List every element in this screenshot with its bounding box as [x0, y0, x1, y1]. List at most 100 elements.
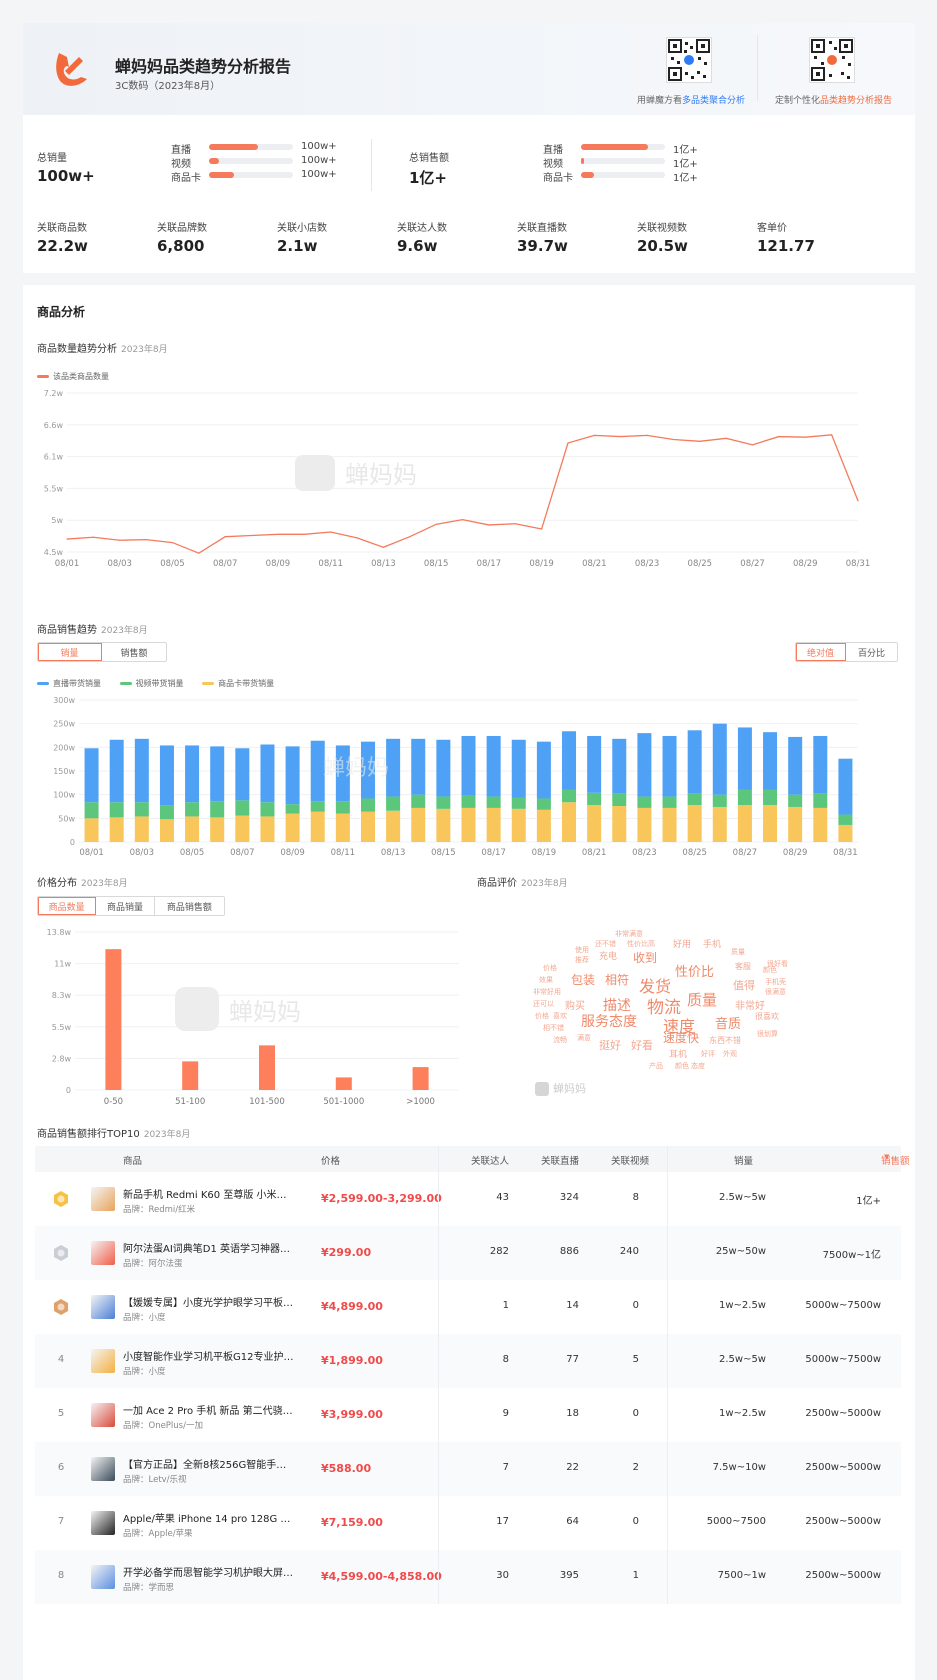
- bar-segment: [360, 811, 375, 842]
- sales-channel-value: 100w+: [301, 155, 337, 166]
- cloud-word: 颜色: [763, 966, 777, 974]
- rank-number: 8: [57, 1570, 65, 1581]
- legend-card[interactable]: 商品卡带货销量: [202, 679, 274, 688]
- price-bar: [335, 1077, 352, 1090]
- product-price: ¥1,899.00: [321, 1354, 383, 1367]
- bar-segment: [84, 818, 99, 842]
- trend-legend-label: 该品类商品数量: [53, 372, 109, 381]
- bar-segment: [813, 807, 828, 842]
- table-row[interactable]: 7 Apple/苹果 iPhone 14 pro 128G … 品牌：Apple/苹…: [35, 1496, 901, 1550]
- product-thumbnail[interactable]: [91, 1187, 115, 1211]
- trend-date: 2023年8月: [121, 345, 168, 355]
- price-metric-toggle: 商品数量 商品销量 商品销售额: [37, 896, 225, 916]
- sales-channel-bar-fill: [209, 158, 220, 164]
- cloud-word: 好评: [701, 1050, 715, 1058]
- col-lives[interactable]: 关联直播: [540, 1156, 579, 1167]
- bar-segment: [134, 816, 149, 842]
- mode-absolute[interactable]: 绝对值: [796, 643, 847, 661]
- metric-value: 6,800: [157, 237, 205, 255]
- bar-segment: [612, 793, 627, 807]
- cloud-word: 非常好用: [533, 988, 561, 996]
- tab-sales-volume[interactable]: 销量: [38, 643, 102, 661]
- product-thumbnail[interactable]: [91, 1295, 115, 1319]
- bar-segment: [461, 807, 476, 842]
- col-kols[interactable]: 关联达人: [470, 1156, 509, 1167]
- table-row[interactable]: 【媛媛专属】小度光学护眼学习平板… 品牌：小度 ¥4,899.00 1 14 0 1w~2.…: [35, 1280, 901, 1334]
- sales-trend-title-text: 商品销售趋势: [37, 625, 97, 636]
- cloud-word: 很划算: [757, 1030, 778, 1038]
- cloud-word: 满意: [577, 1034, 591, 1042]
- cloud-word: 非常满意: [615, 930, 643, 938]
- y-tick-label: 100w: [53, 791, 75, 800]
- mode-percent[interactable]: 百分比: [858, 648, 886, 659]
- legend-live[interactable]: 直播带货销量: [37, 679, 101, 688]
- cloud-word: 好用: [673, 940, 692, 950]
- col-sales[interactable]: 销量: [733, 1156, 753, 1167]
- table-row[interactable]: 8 开学必备学而思智能学习机护眼大屏… 品牌：学而思 ¥4,599.00-4,858.…: [35, 1550, 901, 1604]
- trend-legend[interactable]: 该品类商品数量: [37, 371, 109, 382]
- sales-range: 25w~50w: [715, 1246, 766, 1257]
- product-price: ¥3,999.00: [321, 1408, 383, 1421]
- product-thumbnail[interactable]: [91, 1403, 115, 1427]
- tab-product-sales[interactable]: 商品销量: [96, 897, 155, 915]
- table-row[interactable]: 5 一加 Ace 2 Pro 手机 新品 第二代骁… 品牌：OnePlus/一加 ¥3…: [35, 1388, 901, 1442]
- product-price: ¥588.00: [321, 1462, 372, 1475]
- cloud-word: 很好看: [767, 960, 788, 968]
- sales-range: 5000~7500: [706, 1516, 766, 1527]
- rank-number: 7: [57, 1516, 65, 1527]
- tab-product-count[interactable]: 商品数量: [38, 897, 97, 915]
- bar-segment: [788, 794, 803, 807]
- rank-number: 5: [57, 1408, 65, 1419]
- bar-segment: [134, 738, 149, 803]
- y-tick-label: 13.8w: [47, 928, 72, 937]
- bar-segment: [260, 816, 275, 842]
- table-row[interactable]: 4 小度智能作业学习机平板G12专业护… 品牌：小度 ¥1,899.00 8 77 5 2.5…: [35, 1334, 901, 1388]
- tab-sales-amount[interactable]: 销售额: [120, 648, 148, 659]
- bar-segment: [109, 817, 124, 842]
- y-tick-label: 4.5w: [44, 548, 64, 557]
- sales-channel-value: 100w+: [301, 169, 337, 180]
- product-thumbnail[interactable]: [91, 1457, 115, 1481]
- qr-code-right[interactable]: [809, 37, 855, 83]
- product-thumbnail[interactable]: [91, 1349, 115, 1373]
- data-point: [277, 533, 279, 535]
- price-bar: [259, 1045, 275, 1090]
- data-point: [356, 537, 358, 539]
- product-thumbnail[interactable]: [91, 1511, 115, 1535]
- trend-chart-title: 商品数量趋势分析 2023年8月: [37, 340, 168, 355]
- trend-title-text: 商品数量趋势分析: [37, 344, 117, 355]
- qr-right-link[interactable]: 品类趋势分析报告: [820, 96, 893, 106]
- value-mode-toggle: 绝对值 百分比: [795, 642, 898, 662]
- bar-segment: [285, 813, 300, 842]
- bar-segment: [159, 745, 174, 806]
- cloud-word: 产品: [649, 1062, 663, 1070]
- tab-product-amount[interactable]: 商品销售额: [166, 902, 212, 913]
- bar-segment: [235, 815, 250, 842]
- product-brand: 品牌：OnePlus/一加: [123, 1421, 203, 1431]
- amount-channel-bar-fill: [581, 144, 649, 150]
- product-price: ¥4,599.00-4,858.00: [321, 1570, 442, 1583]
- product-thumbnail[interactable]: [91, 1565, 115, 1589]
- col-price: 价格: [321, 1156, 341, 1167]
- qr-code-left[interactable]: [666, 37, 712, 83]
- legend-video[interactable]: 视频带货销量: [119, 679, 184, 688]
- bar-segment: [536, 798, 551, 810]
- product-thumbnail[interactable]: [91, 1241, 115, 1265]
- amount-range: 2500w~5000w: [805, 1516, 881, 1527]
- qr-left-link[interactable]: 多品类聚合分析: [682, 96, 746, 106]
- review-word-cloud: 非常满意 还不错 性价比高 好用 手机 使用 推荐 充电 收到 质量 价格 效果 包装 相符 发货 性价比 客服…: [523, 925, 813, 1105]
- col-videos[interactable]: 关联视频: [610, 1156, 649, 1167]
- sales-range: 1w~2.5w: [718, 1408, 766, 1419]
- bar-segment: [763, 789, 778, 806]
- table-row[interactable]: 6 【官方正品】全新8核256G智能手… 品牌：Letv/乐视 ¥588.00 7 22 2…: [35, 1442, 901, 1496]
- bar-segment: [486, 807, 501, 842]
- cloud-word: 购买: [565, 1001, 585, 1012]
- kols-count: 30: [496, 1570, 509, 1581]
- data-point: [593, 434, 595, 436]
- table-row[interactable]: 新品手机 Redmi K60 至尊版 小米… 品牌：Redmi/红米 ¥2,599.…: [35, 1172, 901, 1226]
- amount-channel-bar-fill: [581, 158, 585, 164]
- cloud-word: 东西不错: [709, 1036, 741, 1045]
- bar-segment: [360, 798, 375, 812]
- amount-channel-label: 视频: [543, 159, 563, 170]
- table-row[interactable]: 阿尔法蛋AI词典笔D1 英语学习神器… 品牌：阿尔法蛋 ¥299.00 282 886 2…: [35, 1226, 901, 1280]
